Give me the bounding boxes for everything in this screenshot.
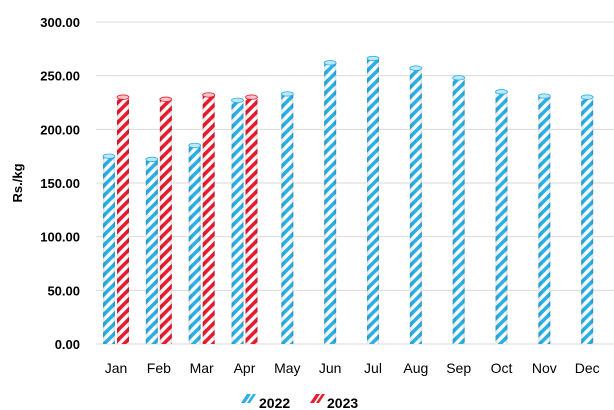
bar-shading: [117, 97, 129, 344]
legend-item-2023: 2023: [310, 394, 358, 410]
x-tick-label-aug: Aug: [403, 360, 428, 376]
y-tick-label: 100.00: [40, 230, 80, 245]
bar-2023-feb: [159, 96, 173, 344]
y-tick-label: 150.00: [40, 176, 80, 191]
y-tick-label: 250.00: [40, 69, 80, 84]
x-tick-label-sep: Sep: [446, 360, 471, 376]
bar-cap: [495, 89, 508, 95]
bar-cap: [116, 94, 130, 100]
bar-shading: [452, 77, 465, 345]
bar-cap: [159, 96, 173, 102]
y-tick-label: 50.00: [47, 283, 80, 298]
x-tick-label-nov: Nov: [532, 360, 557, 376]
bar-cap: [537, 93, 551, 99]
bars: [102, 55, 594, 345]
bar-shading: [103, 156, 115, 344]
y-tick-label: 0.00: [55, 337, 80, 352]
legend-label-2022: 2022: [259, 395, 290, 410]
bar-2022-mar: [188, 142, 202, 344]
bar-2023-mar: [202, 92, 216, 344]
bar-shading: [281, 93, 294, 344]
bar-2023-jan: [116, 94, 130, 344]
bar-cap: [102, 153, 116, 159]
bar-2022-dec: [580, 94, 594, 344]
y-axis-title: Rs./kg: [10, 163, 25, 202]
bar-cap: [280, 91, 294, 97]
bar-2022-jul: [366, 55, 380, 344]
bar-cap: [580, 94, 594, 100]
bar-2023-apr: [245, 94, 258, 344]
x-axis-tick-labels: Jan Feb Mar Apr May Jun Jul Aug Sep Oct Nov Dec: [105, 360, 600, 376]
legend-swatch-2023-b: [316, 394, 325, 403]
x-tick-label-jul: Jul: [364, 360, 382, 376]
bar-shading: [324, 62, 337, 344]
gridlines: [96, 21, 614, 345]
bar-cap: [409, 65, 423, 71]
bar-shading: [188, 145, 201, 344]
bar-shading: [409, 68, 422, 345]
bar-shading: [231, 100, 244, 344]
bar-cap: [145, 156, 159, 162]
bar-cap: [188, 142, 202, 149]
x-tick-label-oct: Oct: [491, 360, 513, 376]
bar-2022-may: [280, 91, 294, 344]
bar-cap: [202, 92, 216, 98]
y-tick-label: 200.00: [40, 122, 80, 137]
bar-2022-nov: [537, 93, 551, 344]
bar-cap: [452, 75, 466, 81]
bar-2022-jun: [323, 60, 337, 344]
legend-label-2023: 2023: [327, 395, 358, 410]
bar-shading: [367, 58, 379, 344]
bar-shading: [202, 94, 215, 344]
bar-cap: [323, 60, 337, 66]
bar-2022-apr: [231, 97, 244, 344]
bar-shading: [159, 99, 172, 344]
legend-swatch-2022: [241, 394, 251, 403]
legend-swatch-2023: [310, 394, 320, 403]
x-tick-label-jan: Jan: [105, 360, 128, 376]
bar-shading: [245, 97, 258, 344]
bar-shading: [495, 91, 508, 345]
legend-item-2022: 2022: [241, 394, 290, 410]
bar-shading: [145, 159, 158, 344]
bar-shading: [538, 96, 551, 344]
legend-swatch-2022-b: [247, 394, 256, 403]
bar-2022-jan: [102, 153, 116, 344]
bar-2022-sep: [452, 75, 466, 345]
x-tick-label-jun: Jun: [319, 360, 342, 376]
legend: 2022 2023: [241, 394, 358, 410]
bar-cap: [366, 55, 380, 62]
bar-cap: [245, 94, 258, 100]
x-tick-label-mar: Mar: [190, 360, 214, 376]
bar-shading: [581, 97, 594, 344]
y-tick-label: 300.00: [40, 15, 80, 30]
bar-2022-feb: [145, 156, 159, 344]
x-tick-label-feb: Feb: [147, 360, 171, 376]
bar-cap: [231, 97, 244, 103]
bar-2022-oct: [495, 89, 508, 345]
x-tick-label-dec: Dec: [575, 360, 600, 376]
y-axis-tick-labels: 0.00 50.00 100.00 150.00 200.00 250.00 300.00: [40, 15, 80, 352]
x-tick-label-may: May: [274, 360, 300, 376]
bar-2022-aug: [409, 65, 423, 345]
x-tick-label-apr: Apr: [234, 360, 256, 376]
